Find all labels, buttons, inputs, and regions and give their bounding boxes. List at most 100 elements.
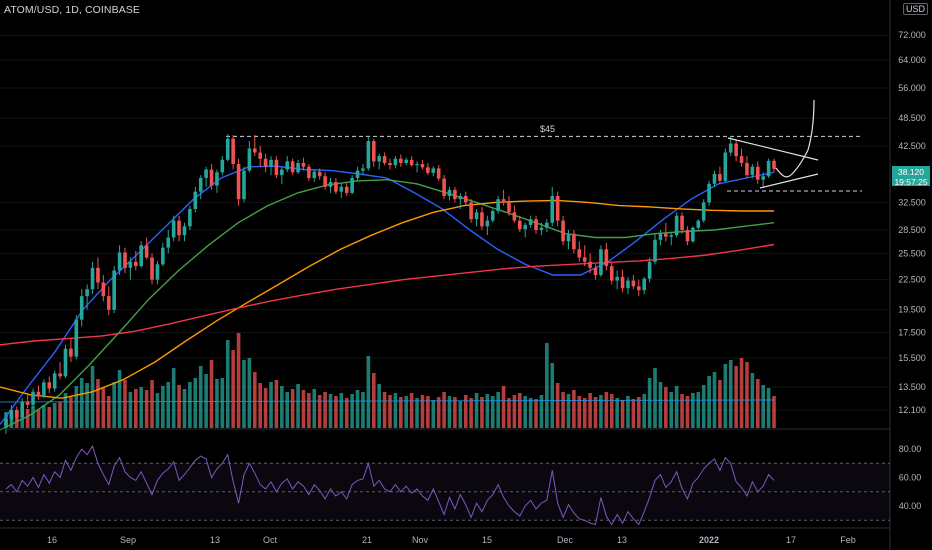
candle-body xyxy=(561,220,565,242)
candle-body xyxy=(242,170,246,200)
volume-bar xyxy=(355,390,360,428)
price-tick-label: 17.500 xyxy=(898,327,926,337)
volume-bar xyxy=(480,397,484,428)
volume-bar xyxy=(371,373,376,428)
volume-bar xyxy=(285,392,290,428)
volume-bar xyxy=(247,358,252,428)
volume-bar xyxy=(501,386,506,428)
candle-body xyxy=(593,267,598,276)
candle-body xyxy=(123,252,127,268)
candle-body xyxy=(361,168,365,171)
volume-bar xyxy=(350,394,354,428)
volume-bar xyxy=(220,378,225,428)
volume-bar xyxy=(415,398,419,428)
volume-bar xyxy=(155,393,160,428)
candle-body xyxy=(501,199,506,203)
volume-bar xyxy=(447,396,452,428)
candle-body xyxy=(323,176,327,187)
volume-bar xyxy=(123,380,127,428)
volume-bar xyxy=(63,393,68,428)
time-tick-label: Oct xyxy=(263,535,278,545)
candle-body xyxy=(653,239,657,262)
volume-bar xyxy=(31,406,35,428)
volume-bar xyxy=(296,384,300,428)
volume-bar xyxy=(307,393,311,428)
volume-bar xyxy=(745,362,749,428)
candle-body xyxy=(58,373,62,377)
volume-bar xyxy=(274,380,279,428)
time-axis[interactable]: 16 Sep 13 Oct 21 Nov 15 Dec 13 2022 17 Feb xyxy=(47,535,856,545)
candle-body xyxy=(263,158,268,167)
volume-bar xyxy=(193,378,198,428)
candle-body xyxy=(485,220,490,227)
volume-bar xyxy=(85,383,89,428)
candle-body xyxy=(36,391,41,397)
volume-bar xyxy=(258,383,262,428)
symbol-title[interactable]: ATOM/USD, 1D, COINBASE xyxy=(4,4,141,16)
candle-body xyxy=(307,166,311,178)
user-drawings[interactable] xyxy=(727,99,819,189)
volume-bar xyxy=(269,382,273,428)
volume-bar xyxy=(691,393,695,428)
volume-bar xyxy=(685,396,690,428)
volume-bar xyxy=(112,382,116,428)
volume-bar xyxy=(117,370,122,428)
volume-bar xyxy=(36,409,41,428)
horizontal-levels[interactable] xyxy=(226,135,862,192)
grid xyxy=(0,34,890,411)
candle-body xyxy=(382,156,387,163)
candle-body xyxy=(112,270,116,310)
candle-body xyxy=(155,264,160,280)
candle-body xyxy=(707,183,711,203)
candle-body xyxy=(474,212,479,220)
candle-body xyxy=(52,373,57,389)
candle-body xyxy=(96,267,100,283)
volume-bar xyxy=(518,393,522,428)
volume-bar xyxy=(323,392,327,428)
candle-body xyxy=(47,382,52,389)
volume-bar xyxy=(69,397,73,428)
volume-bar xyxy=(339,393,344,428)
candle-body xyxy=(139,245,144,267)
volume-bar xyxy=(626,396,630,428)
volume-bar xyxy=(642,394,646,428)
candle-body xyxy=(355,170,360,178)
volume-bar xyxy=(25,409,30,428)
volume-bar xyxy=(534,399,538,428)
last-price-value: 38.120 xyxy=(898,167,924,177)
volume-bar xyxy=(96,379,100,428)
candle-body xyxy=(755,166,760,180)
candle-body xyxy=(442,178,446,197)
time-tick-label: 13 xyxy=(617,535,627,545)
candle-body xyxy=(680,215,684,230)
volume-bar xyxy=(566,394,571,428)
volume-bar xyxy=(198,366,203,428)
volume-bar xyxy=(150,380,154,428)
candle-body xyxy=(134,261,138,267)
volume-bar xyxy=(442,392,446,428)
candle-body xyxy=(188,208,192,227)
candle-body xyxy=(647,261,652,279)
volume-bar xyxy=(588,393,592,428)
candle-body xyxy=(128,261,133,268)
volume-bar xyxy=(458,401,463,428)
candle-body xyxy=(215,172,219,186)
candle-body xyxy=(453,189,457,200)
volume-bar xyxy=(144,390,149,428)
last-price-badge: 38.120 19:57:25 xyxy=(892,166,930,187)
currency-badge[interactable]: USD xyxy=(902,3,928,15)
volume-bar xyxy=(485,394,490,428)
volume-bar xyxy=(474,393,479,428)
wedge-lower-line xyxy=(759,173,819,189)
volume-bar xyxy=(680,394,684,428)
rsi-axis[interactable]: 80.00 60.00 40.00 xyxy=(899,444,922,511)
candle-body xyxy=(4,418,8,427)
candle-body xyxy=(539,227,544,230)
volume-bar xyxy=(106,396,111,428)
candle-body xyxy=(366,141,371,169)
candle-body xyxy=(69,348,73,357)
candle-body xyxy=(528,219,533,225)
volume-bar xyxy=(572,390,576,428)
price-axis[interactable]: 72.000 64.000 56.000 48.500 42.500 32.500 28.5… xyxy=(898,30,926,415)
